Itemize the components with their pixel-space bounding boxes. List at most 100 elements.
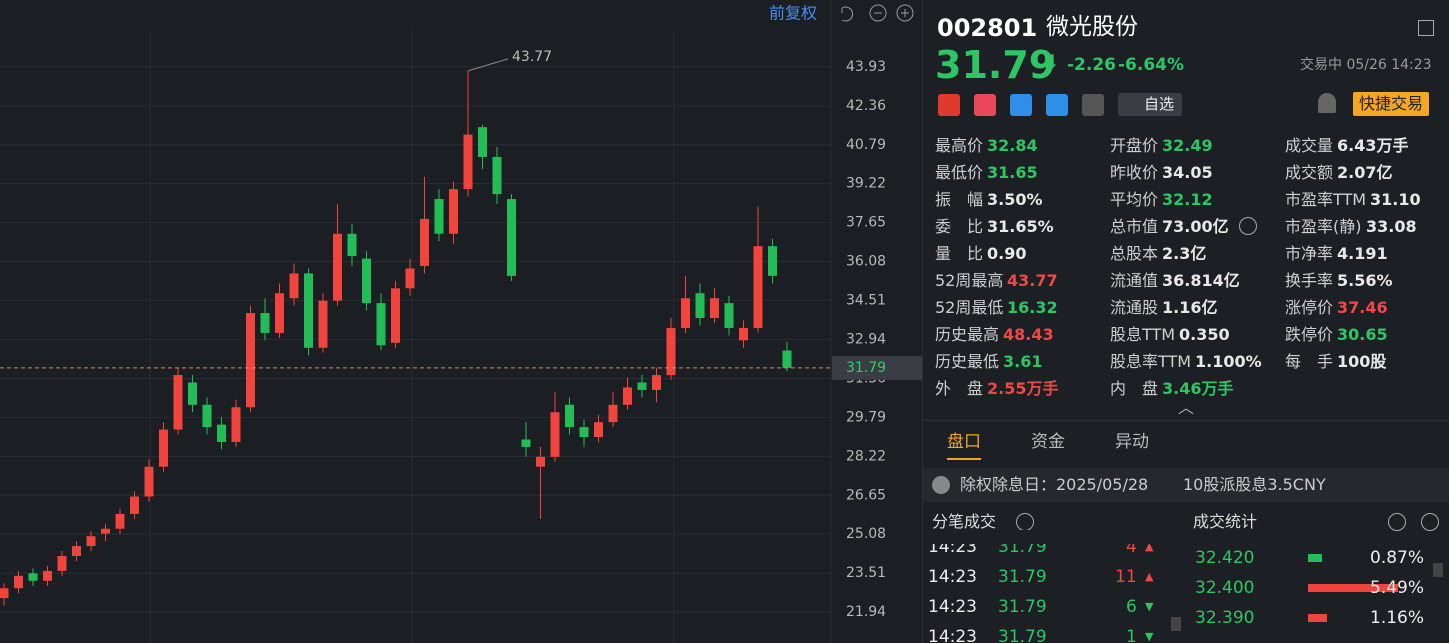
candle-body [159,429,168,467]
tool-icon[interactable] [1046,94,1068,116]
stat-label: 成交量 [1285,136,1334,155]
candle-body [623,387,632,405]
notice-detail: 10股派股息3.5CNY [1183,475,1326,494]
change-pct: -6.64% [1118,55,1185,75]
stat-value: 3.46万手 [1162,379,1234,398]
y-tick-label: 37.65 [846,215,886,231]
trade-arrow: ▼ [1145,630,1154,643]
adjust-button[interactable]: 前复权 [769,4,817,23]
stat-label: 振 幅 [935,190,984,209]
stat-label: 股息率TTM [1110,352,1192,371]
trade-button[interactable]: 快捷交易 [1353,92,1430,116]
stat-value: 4.191 [1337,244,1388,263]
candle-body [57,555,67,571]
candle-body [724,303,734,328]
watch-button[interactable]: 自选 [1118,93,1183,116]
stat-label: 平均价 [1110,190,1159,209]
trades-title: 分笔成交 [932,512,997,531]
tab[interactable]: 异动 [1115,432,1149,452]
candle-body [115,513,125,529]
last-price-box [832,355,922,380]
stat-label: 历史最高 [935,325,1000,344]
y-tick-label: 42.36 [846,98,886,114]
trade-price: 31.79 [998,567,1047,587]
stat-price: 32.400 [1195,578,1255,598]
candle-body [492,156,502,195]
stat-label: 委 比 [935,217,984,236]
max-annotation: 43.77 [512,49,552,65]
candle-body [391,288,400,343]
bell[interactable] [1318,93,1336,113]
y-tick-label: 21.94 [846,604,886,620]
candle-body [434,199,444,234]
stat-label: 最低价 [935,163,984,182]
stat-label: 市盈率(静) [1285,217,1362,236]
candle-body [130,496,139,514]
notice-bg [923,468,1449,502]
stat-value: 100股 [1337,352,1387,371]
stat-label: 市盈率TTM [1285,190,1367,209]
notice-label: 除权除息日：2025/05/28 [960,475,1149,494]
candle-body [478,127,487,157]
tab-underline [947,458,981,460]
candle-body [594,422,603,438]
stat-label: 历史最低 [935,352,1000,371]
y-tick-label: 25.08 [846,526,886,542]
stat-label: 最高价 [935,136,984,155]
sidebar-toggle[interactable] [1418,20,1434,36]
zoom-in[interactable] [896,4,914,22]
candle-body [246,313,255,408]
stat-value: 6.43万手 [1337,136,1409,155]
arrow: ⬇ [1043,50,1060,74]
stat-value: 32.49 [1162,136,1213,155]
candle-body [579,427,589,438]
stat-value: 31.65 [987,163,1038,182]
tab[interactable]: 盘口 [947,432,981,452]
candle-body [86,536,96,547]
candle-body [231,407,241,442]
kline-chart: 前复权 43.93 42.36 40.79 39.22 37.65 36.08 34.51 3… [0,0,922,643]
candle-body [72,546,81,556]
candle-body [652,375,661,390]
candle-body [0,588,9,599]
more-icon[interactable] [1239,217,1257,235]
stat-bar [1308,554,1323,562]
candle-body [188,382,197,405]
candle-body [739,327,748,341]
candle-body [405,268,415,289]
stat-label: 流通股 [1110,298,1159,317]
divider [922,420,1449,421]
help-icon[interactable] [1016,513,1034,531]
stat-value: 33.08 [1366,217,1417,236]
tab[interactable]: 资金 [1031,432,1065,452]
stock-name: 微光股份 [1046,14,1138,40]
expand-icon[interactable] [1421,513,1439,531]
status: 交易中 05/26 14:23 [1300,57,1432,73]
more-icon[interactable] [1388,513,1406,531]
candle-body [260,313,270,333]
annotation-line [467,58,509,72]
tool-icon[interactable] [1082,94,1104,116]
tool-icon[interactable] [1010,94,1032,116]
collapse-caret[interactable]: ︿ [1178,398,1195,417]
icon-part [901,9,909,17]
trade-volume: 4 [1126,537,1137,557]
trade-volume: 6 [1126,597,1137,617]
tool-icon[interactable] [938,94,960,116]
stat-label: 成交额 [1285,163,1334,182]
stat-value: 32.12 [1162,190,1213,209]
stat-price: 32.390 [1195,608,1255,628]
y-tick-label: 40.79 [846,137,886,153]
stat-value: 3.61 [1003,352,1043,371]
scrollbar [1433,563,1443,577]
tool-icon[interactable] [974,94,996,116]
stat-bar [1308,614,1328,622]
price: 31.79 [935,43,1056,87]
candle-body [217,424,226,442]
stat-label: 股息TTM [1110,325,1176,344]
undo-icon[interactable] [841,6,854,22]
candle-body [28,573,38,581]
stat-value: 16.32 [1007,298,1058,317]
zoom-out[interactable] [869,4,887,22]
y-tick-label: 28.22 [846,448,886,464]
